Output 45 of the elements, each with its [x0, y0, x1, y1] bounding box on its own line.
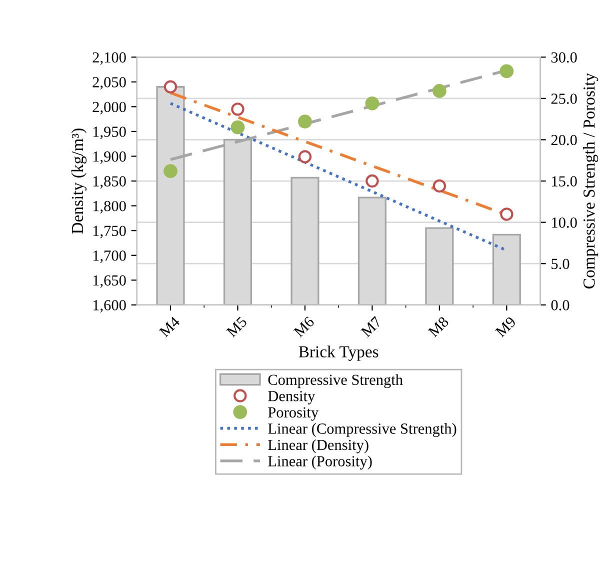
point	[298, 114, 312, 128]
point	[365, 96, 380, 110]
x-axis-title: Brick Types	[298, 346, 378, 361]
legend-label: Density	[268, 390, 316, 404]
x-tick-label: M8	[428, 316, 450, 338]
y-axis-title: Density (kg/m³)	[71, 128, 87, 234]
y2-tick-label: 30.0	[551, 52, 577, 63]
y-tick-label: 2,100	[92, 52, 126, 65]
point	[432, 84, 446, 98]
point	[298, 150, 312, 164]
point	[231, 102, 244, 116]
y2-tick-label: 10.0	[552, 217, 577, 228]
y2-tick-label: 20.0	[551, 134, 577, 146]
x-tick-label: M6	[293, 316, 315, 338]
point	[432, 179, 446, 193]
point	[500, 64, 514, 78]
y-tick-label: 1,850	[93, 176, 126, 189]
y-tick-label: 1,750	[93, 226, 126, 238]
y-tick-label: 1,650	[93, 275, 126, 288]
point	[366, 174, 379, 188]
y2-tick-label: 5.0	[552, 258, 570, 270]
point	[164, 164, 178, 178]
legend-label: Linear (Density)	[268, 439, 368, 454]
y-tick-label: 1,700	[93, 250, 126, 264]
y-tick-label: 1,600	[93, 300, 126, 313]
y2-axis-title: Compressive Strength / Porosity	[582, 72, 598, 288]
y2-tick-label: 15.0	[552, 176, 577, 187]
y-tick-label: 2,050	[92, 77, 126, 90]
y2-tick-label: 25.0	[551, 94, 577, 104]
point	[500, 208, 514, 221]
legend-label: Compressive Strength	[268, 374, 403, 388]
y-tick-label: 1,800	[93, 200, 126, 214]
legend-label: Linear (Compressive Strength)	[268, 423, 456, 437]
legend-label: Porosity	[268, 407, 319, 421]
x-tick-label: M7	[360, 316, 382, 338]
legend-label: Linear (Porosity)	[268, 456, 372, 470]
y2-tick-label: 0.0	[551, 300, 570, 310]
x-tick-label: M5	[226, 316, 248, 338]
point	[164, 80, 178, 94]
point	[230, 120, 245, 134]
x-tick-label: M4	[158, 316, 180, 338]
y-tick-label: 1,950	[93, 126, 126, 140]
x-tick-label: M9	[494, 316, 516, 338]
y-tick-label: 1,900	[93, 151, 126, 164]
y-tick-label: 2,000	[92, 102, 126, 114]
